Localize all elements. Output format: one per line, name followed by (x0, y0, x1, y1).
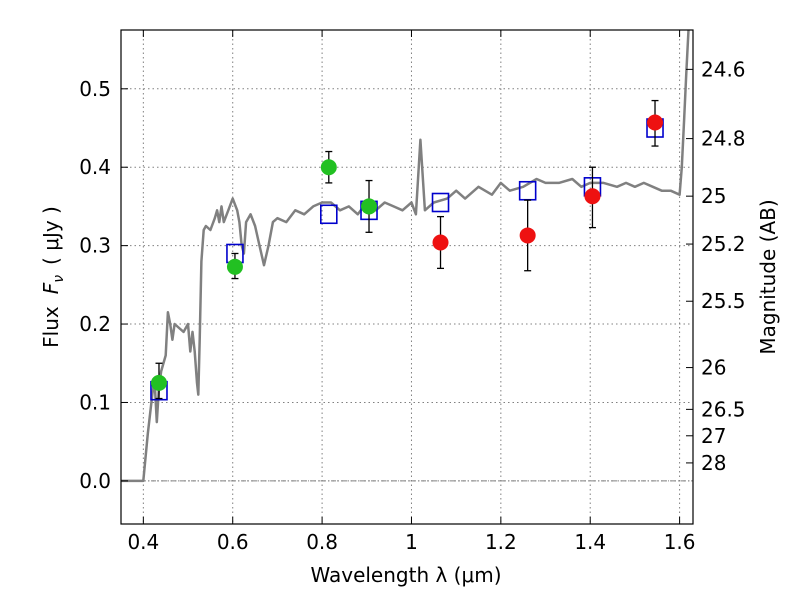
y-tick-label: 0.3 (79, 234, 111, 258)
magnitude-tick-label: 25.2 (701, 232, 746, 256)
y-tick-label: 0.4 (79, 155, 111, 179)
y-axis-label-units: ( μJy ) (39, 206, 63, 265)
y-tick-label: 0.2 (79, 312, 111, 336)
sed-template-line (121, 30, 690, 483)
x-tick-label: 0.8 (306, 530, 338, 554)
axes: 0.4 0.6 0.8 1 1.2 1.4 1.6 0.0 0.1 0.2 0.3 0.4 0.5 24.… (79, 30, 746, 554)
magnitude-axis-label: Magnitude (AB) (756, 199, 780, 354)
y-axis-label-symbol: F (39, 282, 63, 294)
red-data-point (432, 234, 449, 251)
magnitude-tick-label: 27 (701, 424, 726, 448)
model-box (431, 192, 450, 213)
red-data-point (519, 227, 536, 244)
marker-layer (150, 99, 664, 401)
model-box (319, 204, 338, 225)
y-axis-label: Flux Fν ( μJy ) (39, 206, 67, 348)
magnitude-tick-label: 28 (701, 451, 726, 475)
y-axis-label-flux: Flux (39, 306, 63, 348)
red-data-point (647, 114, 664, 131)
plot-frame (120, 29, 694, 525)
green-data-point (150, 374, 167, 391)
x-tick-label: 1.4 (574, 530, 606, 554)
magnitude-tick-label: 24.6 (701, 57, 746, 81)
y-axis-label-subscript: ν (51, 275, 67, 283)
x-tick-label: 0.4 (127, 530, 159, 554)
x-tick-label: 0.6 (217, 530, 249, 554)
magnitude-tick-label: 24.8 (701, 127, 746, 151)
x-tick-label: 1.2 (485, 530, 517, 554)
magnitude-tick-label: 25.5 (701, 289, 746, 313)
x-tick-label: 1 (405, 530, 418, 554)
red-data-point (584, 188, 601, 205)
grid-lines (121, 30, 693, 524)
magnitude-tick-label: 26.5 (701, 397, 746, 421)
y-tick-label: 0.5 (79, 77, 111, 101)
green-data-point (320, 159, 337, 176)
x-tick-label: 1.6 (664, 530, 696, 554)
x-axis-label: Wavelength λ (μm) (310, 563, 501, 587)
green-data-point (226, 258, 243, 275)
green-data-point (361, 198, 378, 215)
magnitude-tick-label: 25 (701, 184, 726, 208)
y-tick-label: 0.1 (79, 390, 111, 414)
data-layer (121, 30, 690, 483)
y-tick-label: 0.0 (79, 469, 111, 493)
magnitude-tick-label: 26 (701, 356, 726, 380)
